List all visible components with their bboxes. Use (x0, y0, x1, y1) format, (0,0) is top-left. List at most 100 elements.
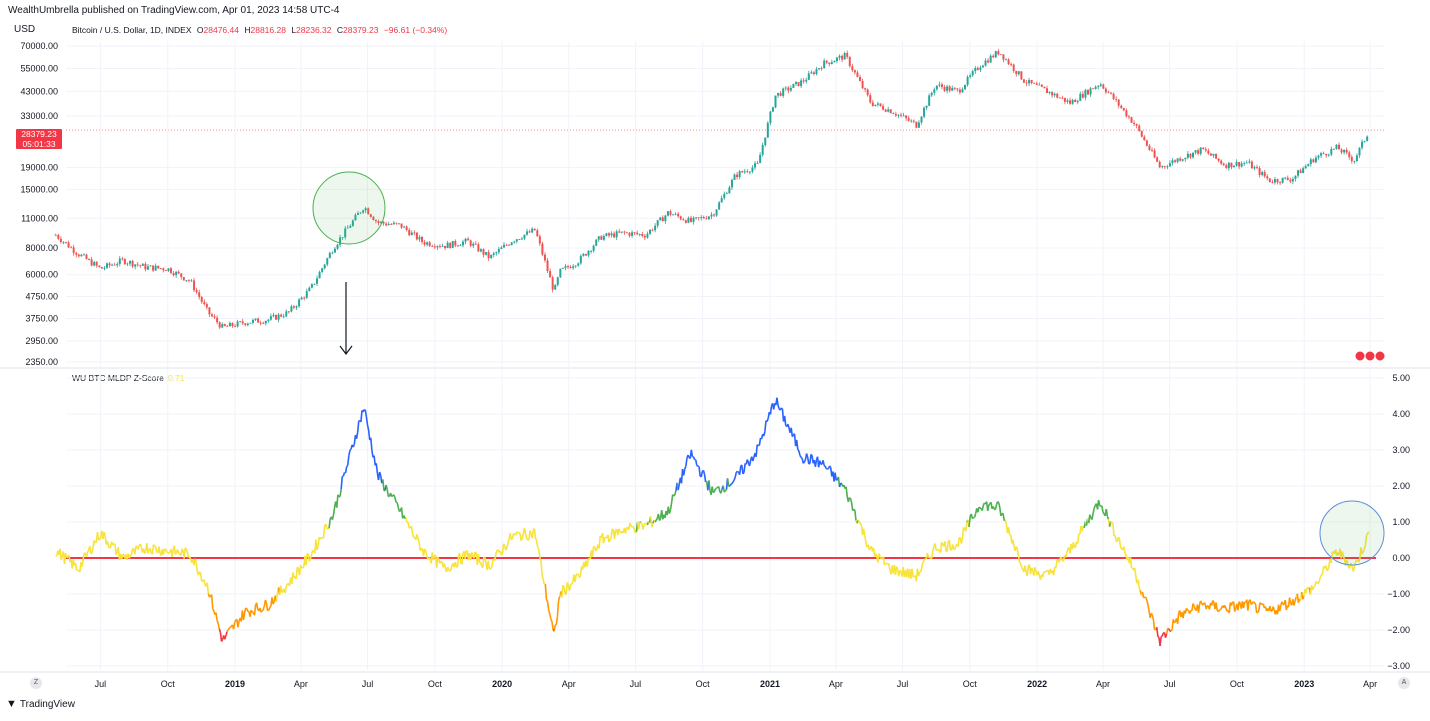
candle-body (190, 280, 193, 282)
zscore-segment (1195, 604, 1199, 611)
candle-body (131, 260, 134, 267)
zscore-segment (199, 573, 203, 582)
candle-body (510, 242, 513, 246)
zscore-segment (511, 533, 515, 539)
zscore-segment (1164, 633, 1168, 638)
zscore-segment (989, 501, 992, 505)
zscore-segment (1070, 543, 1074, 550)
zscore-segment (881, 556, 885, 560)
zscore-segment (397, 507, 401, 512)
candle-body (1327, 154, 1330, 156)
zscore-segment (126, 553, 129, 561)
zscore-segment (319, 536, 323, 540)
zscore-segment (1104, 508, 1108, 516)
zscore-segment (567, 585, 571, 591)
zscore-segment (348, 450, 351, 456)
candle-body (182, 277, 185, 281)
log-scale-toggle-left[interactable]: Z (30, 677, 42, 689)
zscore-segment (112, 543, 115, 546)
zscore-segment (401, 515, 405, 519)
auto-scale-toggle[interactable]: A (1398, 677, 1410, 689)
candle-body (1153, 150, 1156, 158)
zscore-segment (103, 531, 106, 537)
zscore-segment (359, 419, 362, 423)
zscore-segment (738, 465, 742, 475)
zscore-segment (947, 539, 950, 543)
zscore-segment (562, 584, 565, 588)
candle-body (1107, 92, 1110, 94)
indicator-value: 0.71 (167, 373, 185, 383)
zscore-segment (1266, 608, 1270, 612)
zscore-segment (154, 546, 158, 553)
symbol-legend[interactable]: Bitcoin / U.S. Dollar, 1D, INDEX O28476.… (72, 25, 447, 35)
zscore-segment (1011, 539, 1014, 544)
candle-body (600, 236, 603, 240)
zscore-segment (284, 586, 288, 594)
time-tick-label: Oct (161, 679, 176, 689)
zscore-segment (455, 566, 458, 569)
zscore-segment (114, 543, 117, 555)
zscore-segment (1214, 602, 1217, 610)
zscore-segment (393, 494, 396, 498)
candle-body (1245, 162, 1248, 164)
zscore-segment (500, 552, 504, 556)
zscore-segment (1277, 604, 1281, 612)
zscore-segment (1341, 551, 1345, 557)
candle-body (418, 236, 421, 240)
zscore-segment (1135, 577, 1138, 584)
zscore-segment (310, 550, 314, 556)
zscore-segment (768, 411, 772, 415)
zscore-segment (571, 574, 575, 582)
zscore-segment (502, 543, 506, 547)
zscore-segment (1329, 558, 1333, 564)
zscore-segment (802, 461, 806, 464)
zscore-segment (892, 564, 896, 574)
zscore-segment (1039, 574, 1043, 580)
zscore-segment (276, 587, 280, 593)
candle-body (1097, 85, 1100, 87)
candle-body (262, 323, 265, 324)
zscore-segment (202, 578, 205, 582)
zscore-segment (1101, 505, 1104, 513)
candle-body (244, 323, 247, 326)
zscore-segment (833, 472, 836, 482)
zscore-segment (1095, 503, 1099, 510)
candle-body (1317, 155, 1320, 158)
zscore-segment (1294, 596, 1297, 602)
zscore-segment (188, 555, 191, 559)
candle-body (356, 213, 359, 215)
candle-body (362, 210, 365, 213)
candle-body (584, 253, 587, 256)
zscore-segment (439, 560, 442, 564)
zscore-segment (207, 593, 211, 598)
price-tick-label: 2350.00 (25, 357, 58, 367)
candle-body (661, 217, 664, 222)
zscore-segment (378, 471, 382, 476)
candle-body (1304, 166, 1307, 169)
zscore-segment (934, 543, 937, 551)
zscore-segment (430, 552, 434, 564)
candle-body (654, 225, 657, 231)
zscore-segment (780, 407, 783, 410)
zscore-segment (1359, 547, 1362, 559)
zscore-segment (585, 560, 588, 567)
zscore-segment (757, 444, 760, 447)
candle-body (1115, 98, 1118, 100)
candle-body (1020, 71, 1023, 80)
zscore-segment (747, 462, 751, 467)
zscore-segment (1308, 587, 1312, 595)
zscore-segment (1238, 601, 1241, 604)
zscore-segment (631, 525, 634, 528)
candle-body (1294, 175, 1297, 179)
zscore-segment (1185, 607, 1189, 611)
zscore-segment (368, 437, 372, 441)
zscore-segment (910, 568, 913, 579)
indicator-legend[interactable]: WU BTC MLDP Z-Score 0.71 (72, 373, 184, 383)
candle-body (1353, 160, 1356, 162)
zscore-segment (890, 565, 894, 575)
zscore-segment (1017, 556, 1021, 563)
zscore-segment (1237, 601, 1240, 611)
candle-body (1168, 163, 1171, 167)
zscore-segment (788, 427, 791, 433)
